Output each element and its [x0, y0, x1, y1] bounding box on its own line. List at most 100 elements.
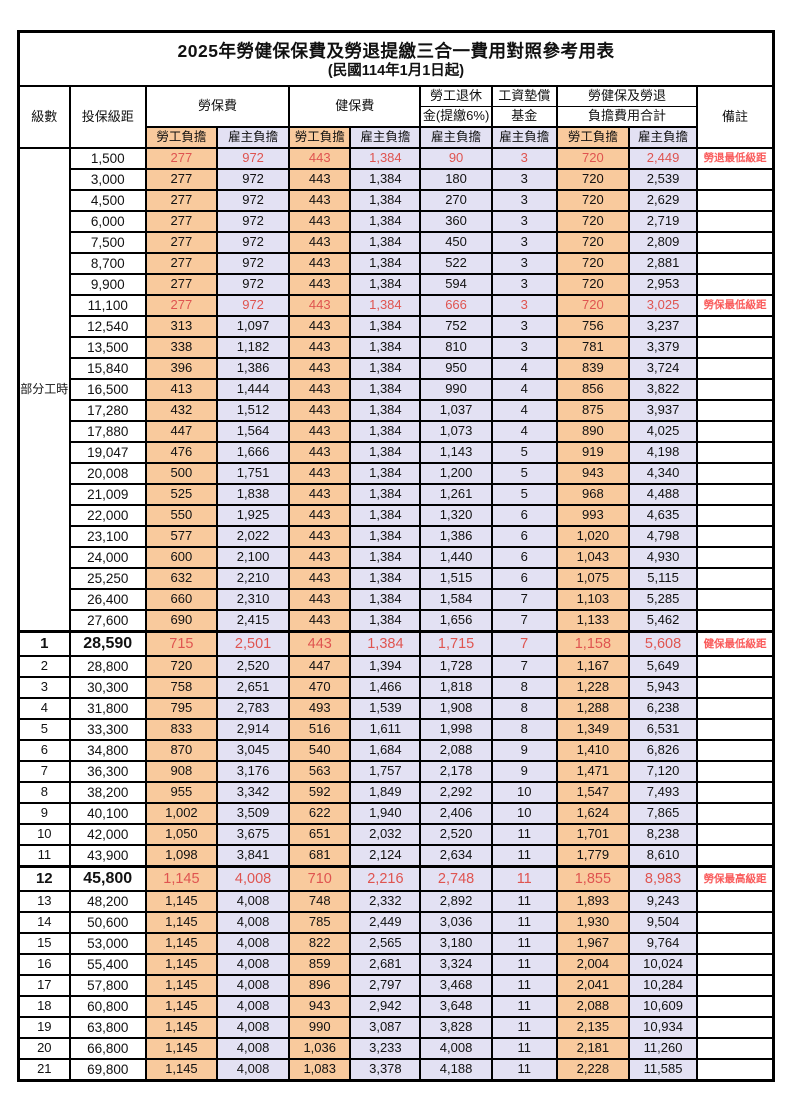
- cell-remark: 勞保最低級距: [696, 294, 775, 317]
- table-row: 18 60,800 1,145 4,008 943 2,942 3,648 11 2,088 10…: [17, 995, 775, 1018]
- cell-labor-fee-employee: 690: [144, 609, 218, 633]
- cell-labor-fee-employer: 972: [215, 252, 291, 275]
- cell-pension-employer: 1,715: [419, 630, 493, 657]
- cell-remark: [696, 483, 775, 506]
- cell-pension-employer: 4,188: [419, 1058, 493, 1082]
- col-header-labor-fee: 勞保費: [144, 85, 291, 128]
- cell-health-fee-employer: 3,378: [349, 1058, 422, 1082]
- cell-total-employee: 1,133: [555, 609, 630, 633]
- table-row: 21,009 525 1,838 443 1,384 1,261 5 968 4,488: [19, 483, 775, 506]
- cell-wage-fund-employer: 11: [490, 974, 558, 997]
- cell-health-fee-employee: 1,083: [288, 1058, 352, 1082]
- cell-labor-fee-employee: 1,145: [144, 953, 218, 976]
- cell-pension-employer: 752: [419, 315, 493, 338]
- table-row: 13 48,200 1,145 4,008 748 2,332 2,892 11 1,893 9,…: [17, 890, 775, 913]
- cell-bracket: 17,280: [68, 399, 147, 422]
- cell-pension-employer: 2,292: [419, 781, 493, 804]
- cell-total-employee: 1,228: [555, 676, 630, 699]
- cell-wage-fund-employer: 7: [490, 588, 558, 611]
- cell-health-fee-employee: 443: [288, 420, 352, 443]
- cell-wage-fund-employer: 3: [490, 168, 558, 191]
- cell-bracket: 42,000: [68, 823, 147, 846]
- cell-bracket: 21,009: [68, 483, 147, 506]
- cell-remark: [696, 739, 775, 762]
- cell-total-employer: 9,504: [627, 911, 699, 934]
- cell-wage-fund-employer: 9: [490, 760, 558, 783]
- cell-bracket: 19,047: [68, 441, 147, 464]
- cell-wage-fund-employer: 11: [490, 823, 558, 846]
- cell-total-employee: 1,701: [555, 823, 630, 846]
- cell-total-employer: 6,826: [627, 739, 699, 762]
- cell-remark: [696, 890, 775, 913]
- cell-labor-fee-employee: 1,098: [144, 844, 218, 868]
- cell-total-employee: 1,471: [555, 760, 630, 783]
- table-row: 3,000 277 972 443 1,384 180 3 720 2,539: [19, 168, 775, 191]
- cell-pension-employer: 2,748: [419, 865, 493, 892]
- cell-level: 19: [17, 1016, 71, 1039]
- cell-health-fee-employer: 1,384: [349, 378, 422, 401]
- cell-total-employee: 943: [555, 462, 630, 485]
- cell-health-fee-employee: 990: [288, 1016, 352, 1039]
- table-row: 5 33,300 833 2,914 516 1,611 1,998 8 1,349 6,531: [17, 718, 775, 741]
- cell-wage-fund-employer: 11: [490, 953, 558, 976]
- cell-bracket: 30,300: [68, 676, 147, 699]
- cell-remark: [696, 189, 775, 212]
- cell-labor-fee-employer: 2,415: [215, 609, 291, 633]
- cell-total-employee: 2,041: [555, 974, 630, 997]
- cell-health-fee-employer: 2,332: [349, 890, 422, 913]
- cell-remark: [696, 823, 775, 846]
- cell-health-fee-employer: 2,797: [349, 974, 422, 997]
- cell-total-employee: 781: [555, 336, 630, 359]
- cell-health-fee-employer: 1,384: [349, 252, 422, 275]
- cell-labor-fee-employer: 3,342: [215, 781, 291, 804]
- cell-labor-fee-employer: 1,386: [215, 357, 291, 380]
- cell-health-fee-employer: 1,384: [349, 231, 422, 254]
- cell-labor-fee-employer: 1,097: [215, 315, 291, 338]
- cell-wage-fund-employer: 10: [490, 802, 558, 825]
- cell-health-fee-employer: 2,942: [349, 995, 422, 1018]
- cell-labor-fee-employer: 2,520: [215, 655, 291, 678]
- cell-labor-fee-employer: 4,008: [215, 932, 291, 955]
- cell-total-employee: 720: [555, 273, 630, 296]
- cell-level: 13: [17, 890, 71, 913]
- table-row: 4 31,800 795 2,783 493 1,539 1,908 8 1,288 6,238: [17, 697, 775, 720]
- cell-total-employee: 993: [555, 504, 630, 527]
- cell-health-fee-employer: 1,539: [349, 697, 422, 720]
- cell-remark: [696, 1058, 775, 1082]
- cell-pension-employer: 1,908: [419, 697, 493, 720]
- cell-labor-fee-employee: 632: [144, 567, 218, 590]
- cell-total-employer: 5,115: [627, 567, 699, 590]
- cell-wage-fund-employer: 8: [490, 697, 558, 720]
- cell-health-fee-employee: 443: [288, 315, 352, 338]
- cell-remark: [696, 676, 775, 699]
- cell-health-fee-employee: 516: [288, 718, 352, 741]
- col-header-wage-fund-line2: 基金: [490, 106, 558, 128]
- cell-labor-fee-employee: 277: [144, 294, 218, 317]
- table-row: 13,500 338 1,182 443 1,384 810 3 781 3,379: [19, 336, 775, 359]
- cell-health-fee-employee: 785: [288, 911, 352, 934]
- cell-total-employee: 1,167: [555, 655, 630, 678]
- col-header-total-line2: 負擔費用合計: [555, 106, 699, 128]
- cell-total-employer: 4,798: [627, 525, 699, 548]
- cell-health-fee-employer: 1,384: [349, 504, 422, 527]
- cell-remark: [696, 995, 775, 1018]
- cell-health-fee-employer: 1,466: [349, 676, 422, 699]
- cell-level: 16: [17, 953, 71, 976]
- cell-total-employer: 4,340: [627, 462, 699, 485]
- table-row: 21 69,800 1,145 4,008 1,083 3,378 4,188 11 2,228…: [17, 1058, 775, 1082]
- cell-labor-fee-employee: 577: [144, 525, 218, 548]
- cell-total-employee: 2,135: [555, 1016, 630, 1039]
- cell-labor-fee-employee: 1,145: [144, 974, 218, 997]
- cell-remark: [696, 378, 775, 401]
- cell-health-fee-employee: 1,036: [288, 1037, 352, 1060]
- cell-health-fee-employer: 1,849: [349, 781, 422, 804]
- cell-level: 6: [17, 739, 71, 762]
- cell-health-fee-employee: 443: [288, 378, 352, 401]
- cell-remark: [696, 504, 775, 527]
- table-row: 3 30,300 758 2,651 470 1,466 1,818 8 1,228 5,943: [17, 676, 775, 699]
- cell-health-fee-employer: 3,233: [349, 1037, 422, 1060]
- cell-health-fee-employer: 1,384: [349, 336, 422, 359]
- cell-bracket: 12,540: [68, 315, 147, 338]
- cell-total-employee: 2,228: [555, 1058, 630, 1082]
- cell-labor-fee-employer: 2,022: [215, 525, 291, 548]
